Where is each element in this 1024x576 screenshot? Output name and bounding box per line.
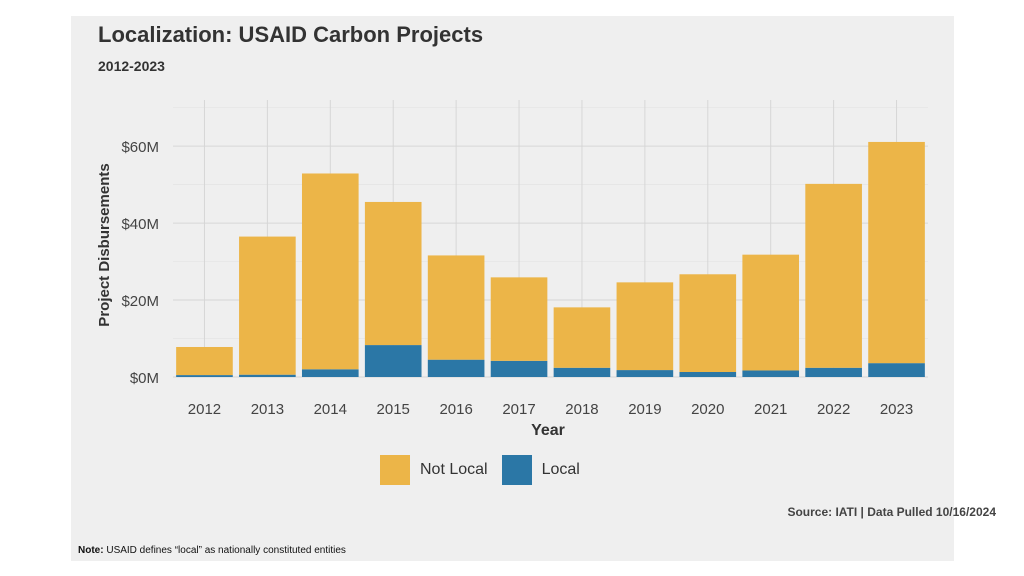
footnote: Note: USAID defines “local” as nationall…	[78, 545, 346, 556]
bar-local-2012	[176, 375, 233, 377]
footnote-label: Note:	[78, 545, 104, 556]
bar-local-2013	[239, 374, 296, 377]
legend-label-not-local: Not Local	[420, 461, 488, 478]
bar-local-2021	[742, 370, 800, 377]
x-tick-label: 2019	[628, 401, 661, 418]
x-tick-label: 2013	[251, 401, 284, 418]
x-tick-label: 2017	[502, 401, 535, 418]
y-tick-label: $40M	[121, 216, 159, 233]
bar-not-local-2013	[239, 236, 296, 375]
bar-local-2023	[868, 363, 925, 377]
bar-not-local-2014	[301, 173, 359, 370]
bar-not-local-2020	[679, 274, 737, 372]
bar-local-2022	[805, 367, 862, 377]
x-tick-label: 2022	[817, 401, 850, 418]
legend-label-local: Local	[541, 461, 580, 478]
x-tick-label: 2012	[188, 401, 221, 418]
x-axis-label: Year	[531, 422, 565, 439]
x-tick-label: 2014	[314, 401, 347, 418]
bar-local-2017	[490, 360, 548, 377]
legend-swatch-not-local	[380, 455, 410, 485]
x-tick-label: 2023	[880, 401, 913, 418]
chart-legend: Not Local Local	[380, 455, 594, 485]
bar-local-2014	[301, 369, 359, 377]
x-tick-label: 2016	[439, 401, 472, 418]
bar-not-local-2023	[868, 141, 925, 364]
chart-title: Localization: USAID Carbon Projects	[98, 22, 484, 47]
y-tick-label: $60M	[121, 139, 159, 156]
bar-not-local-2017	[490, 277, 548, 361]
source-caption: Source: IATI | Data Pulled 10/16/2024	[787, 505, 996, 519]
x-tick-label: 2020	[691, 401, 724, 418]
x-tick-label: 2015	[377, 401, 410, 418]
bar-local-2016	[427, 359, 485, 377]
chart-subtitle: 2012-2023	[98, 58, 165, 74]
bar-not-local-2022	[805, 183, 862, 368]
x-tick-label: 2018	[565, 401, 598, 418]
bar-not-local-2021	[742, 254, 800, 371]
y-axis-label: Project Disbursements	[96, 163, 113, 326]
legend-item-not-local: Not Local	[380, 455, 488, 485]
bar-local-2019	[616, 370, 674, 377]
legend-item-local: Local	[501, 455, 580, 485]
bar-not-local-2015	[364, 201, 422, 346]
bar-not-local-2016	[427, 255, 485, 360]
bar-local-2015	[364, 345, 422, 377]
x-tick-label: 2021	[754, 401, 787, 418]
bar-local-2020	[679, 371, 737, 377]
bar-not-local-2018	[553, 307, 611, 368]
legend-swatch-local	[501, 455, 532, 485]
bar-not-local-2019	[616, 282, 674, 371]
y-tick-label: $20M	[121, 293, 159, 310]
footnote-text: USAID defines “local” as nationally cons…	[103, 545, 346, 556]
y-tick-label: $0M	[130, 370, 159, 387]
bar-not-local-2012	[176, 346, 233, 376]
bar-local-2018	[553, 367, 611, 377]
